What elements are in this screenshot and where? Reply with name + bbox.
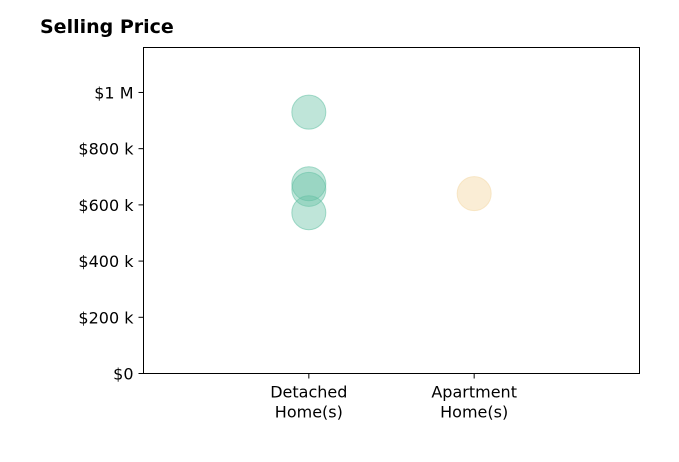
- x-tick-label: Detached Home(s): [270, 383, 347, 422]
- data-point: [291, 195, 327, 231]
- y-tick-label: $600 k: [78, 196, 134, 215]
- y-tick-label: $200 k: [78, 308, 134, 327]
- data-point: [291, 94, 327, 130]
- x-axis: Detached Home(s) Apartment Home(s): [270, 373, 517, 422]
- data-point: [456, 176, 492, 212]
- y-tick-label: $400 k: [78, 252, 134, 271]
- data-point: [291, 166, 327, 202]
- y-tick-label: $800 k: [78, 140, 134, 159]
- x-tick-label: Apartment Home(s): [431, 383, 517, 422]
- y-axis: $0 $200 k $400 k $600 k $800 k $1 M: [78, 83, 144, 384]
- y-tick-label: $1 M: [94, 83, 133, 102]
- y-tick-label: $0: [113, 365, 133, 384]
- plot-area-frame: [143, 47, 640, 374]
- points-layer: [291, 94, 492, 231]
- chart-title: Selling Price: [40, 16, 174, 38]
